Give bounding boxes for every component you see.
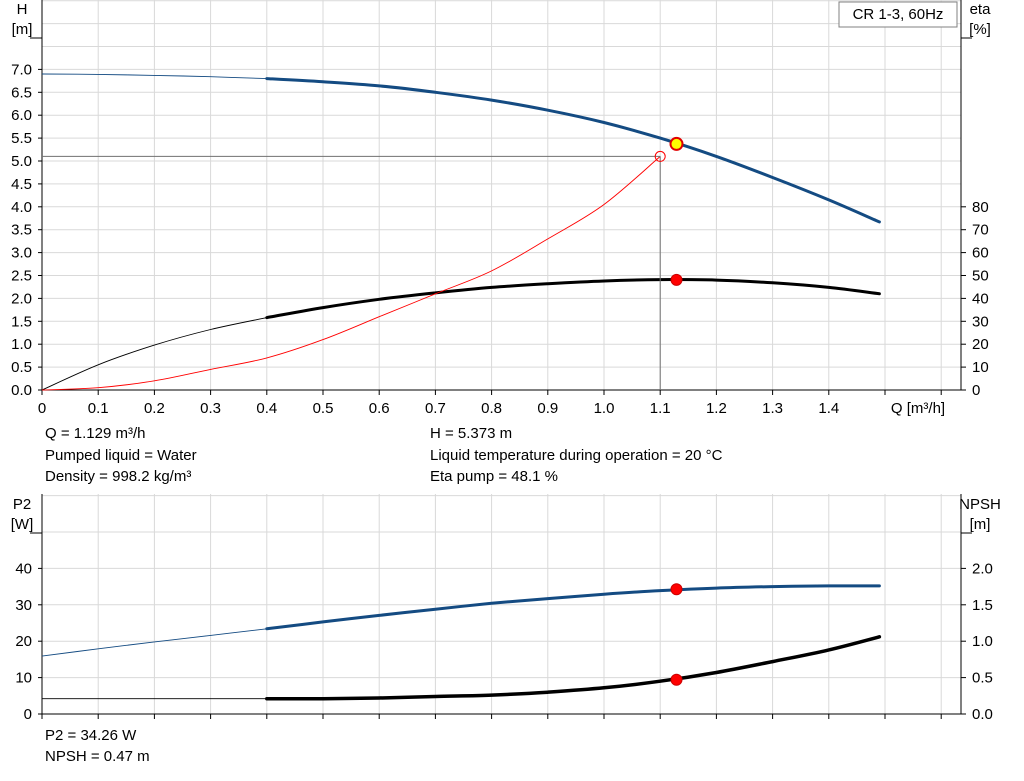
top-left-tick-label: 3.0 [11, 245, 32, 262]
top-x-tick-label: 0.4 [256, 400, 277, 417]
npsh-point-marker [670, 673, 683, 686]
top-left-tick-label: 0.5 [11, 359, 32, 376]
required-point-marker [654, 150, 666, 162]
head-readout: H = 5.373 m [430, 425, 513, 442]
top-right-tick-label: 70 [972, 222, 989, 239]
bottom-right-tick-label: 1.5 [972, 597, 993, 614]
top-h-curve-extension [41, 73, 267, 80]
top-right-tick-label: 0 [972, 382, 980, 399]
bottom-right-tick-label: 0.5 [972, 670, 993, 687]
top-left-tick-label: 5.0 [11, 153, 32, 170]
top-x-tick-label: 0.5 [313, 400, 334, 417]
bottom-left-tick-label: 30 [15, 597, 32, 614]
top-x-tick-label: 0.3 [200, 400, 221, 417]
top-x-tick-label: 1.1 [650, 400, 671, 417]
top-left-axis-label: H [17, 1, 28, 18]
top-left-tick-label: 2.5 [11, 268, 32, 285]
top-chart-series [41, 73, 881, 391]
top-right-tick-label: 20 [972, 336, 989, 353]
bottom-chart-series [41, 583, 882, 701]
eta-readout: Eta pump = 48.1 % [430, 468, 558, 485]
flow-readout: Q = 1.129 m³/h [45, 425, 146, 442]
top-left-axis-unit: [m] [12, 21, 33, 38]
top-x-tick-label: 0.9 [537, 400, 558, 417]
top-left-tick-label: 1.5 [11, 313, 32, 330]
top-right-axis-unit: [%] [969, 21, 991, 38]
p2-readout: P2 = 34.26 W [45, 727, 137, 744]
top-left-tick-label: 7.0 [11, 61, 32, 78]
bottom-left-axis-unit: [W] [11, 516, 34, 533]
chart-title: CR 1-3, 60Hz [853, 6, 944, 23]
top-right-tick-label: 60 [972, 245, 989, 262]
density-readout: Density = 998.2 kg/m³ [45, 468, 192, 485]
bottom-left-axis-label: P2 [13, 496, 31, 513]
eta-point-marker [670, 273, 683, 286]
top-x-tick-label: 0.7 [425, 400, 446, 417]
temperature-readout: Liquid temperature during operation = 20… [430, 447, 723, 464]
top-x-tick-label: 0 [38, 400, 46, 417]
top-system-curve [41, 156, 661, 391]
bottom-left-tick-label: 10 [15, 670, 32, 687]
top-right-tick-label: 30 [972, 313, 989, 330]
bottom-left-tick-label: 40 [15, 560, 32, 577]
top-x-tick-label: 0.8 [481, 400, 502, 417]
top-left-tick-label: 2.0 [11, 290, 32, 307]
bottom-left-tick-label: 20 [15, 633, 32, 650]
bottom-p2-curve-extension [41, 628, 267, 657]
top-left-tick-label: 1.0 [11, 336, 32, 353]
top-chart-axes: H [m] eta [%] 0.0 0.5 1.0 1.5 2.0 2.5 3.0 3.5 4.0 4.5… [11, 0, 991, 417]
top-left-tick-label: 5.5 [11, 130, 32, 147]
p2-point-marker [670, 583, 683, 596]
bottom-npsh-curve [265, 635, 882, 701]
top-eta-curve-extension [41, 317, 267, 391]
top-left-tick-label: 6.0 [11, 107, 32, 124]
top-x-tick-label: 1.3 [762, 400, 783, 417]
top-left-tick-label: 6.5 [11, 84, 32, 101]
npsh-readout: NPSH = 0.47 m [45, 748, 150, 765]
top-left-tick-label: 3.5 [11, 222, 32, 239]
bottom-right-axis-label: NPSH [959, 496, 1001, 513]
bottom-right-tick-label: 2.0 [972, 560, 993, 577]
bottom-right-tick-label: 1.0 [972, 633, 993, 650]
top-x-tick-label: 0.6 [369, 400, 390, 417]
top-right-axis-label: eta [970, 1, 992, 18]
top-x-tick-label: 0.2 [144, 400, 165, 417]
top-x-tick-label: 1.2 [706, 400, 727, 417]
top-left-tick-label: 0.0 [11, 382, 32, 399]
bottom-p2-curve [265, 584, 881, 631]
bottom-left-tick-label: 0 [24, 706, 32, 723]
top-x-tick-label: 0.1 [88, 400, 109, 417]
duty-point-marker [669, 136, 684, 151]
top-chart-grid [42, 0, 961, 390]
top-right-tick-label: 50 [972, 268, 989, 285]
bottom-right-axis-unit: [m] [970, 516, 991, 533]
top-x-tick-label: 1.0 [594, 400, 615, 417]
top-right-tick-label: 40 [972, 290, 989, 307]
top-left-tick-label: 4.5 [11, 176, 32, 193]
top-right-tick-label: 10 [972, 359, 989, 376]
top-h-curve [265, 77, 881, 224]
top-eta-curve [265, 278, 881, 320]
bottom-chart-axes: P2 [W] NPSH [m] 0 10 20 30 40 0.0 0.5 1.0 1.5 2.0 [11, 494, 1001, 723]
top-x-tick-label: 1.4 [818, 400, 839, 417]
top-right-tick-label: 80 [972, 199, 989, 216]
liquid-readout: Pumped liquid = Water [45, 447, 197, 464]
bottom-chart-grid [42, 494, 961, 714]
bottom-right-tick-label: 0.0 [972, 706, 993, 723]
title-box: CR 1-3, 60Hz [838, 1, 958, 28]
top-left-tick-label: 4.0 [11, 199, 32, 216]
top-x-axis-label: Q [m³/h] [891, 400, 945, 417]
